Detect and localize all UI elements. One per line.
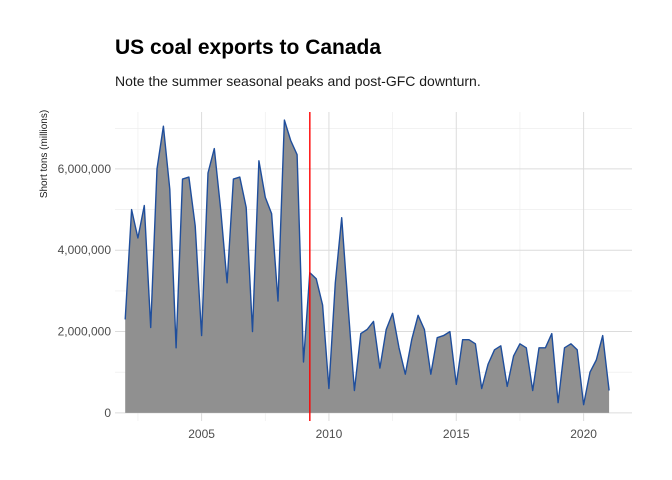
- y-tick-label: 4,000,000: [58, 243, 112, 257]
- data-line: [124, 119, 610, 406]
- x-tick-label: 2010: [316, 427, 343, 441]
- x-tick-labels: 2005 2010 2015 2020: [188, 427, 597, 441]
- y-tick-label: 0: [104, 406, 111, 420]
- y-axis-label: Short tons (millions): [39, 110, 50, 198]
- x-tick-label: 2005: [188, 427, 215, 441]
- data-area: [125, 120, 610, 413]
- x-tick-label: 2015: [443, 427, 470, 441]
- chart-title: US coal exports to Canada: [115, 36, 382, 59]
- y-tick-label: 6,000,000: [58, 162, 112, 176]
- y-tick-label: 2,000,000: [58, 325, 112, 339]
- x-tick-label: 2020: [570, 427, 597, 441]
- y-tick-labels: 0 2,000,000 4,000,000 6,000,000: [58, 162, 112, 420]
- chart-subtitle: Note the summer seasonal peaks and post-…: [115, 73, 481, 89]
